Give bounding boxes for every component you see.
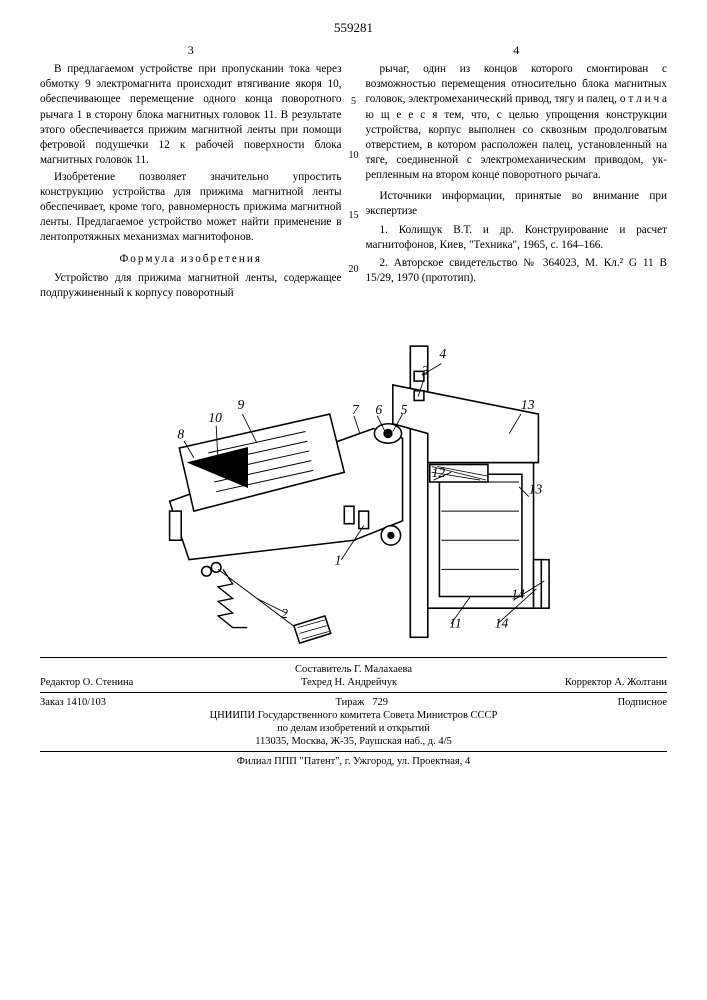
editor-label: Редактор (40, 677, 80, 688)
order-num: 1410/103 (66, 697, 106, 708)
para-l3: Устройство для прижима магнитной ленты, … (40, 271, 342, 301)
source-1: 1. Колищук В.Т. и др. Конструирование и … (366, 223, 668, 253)
page-num-left: 3 (40, 42, 342, 58)
line-marker-5: 5 (347, 96, 361, 107)
figure-label-14: 14 (494, 615, 508, 630)
patent-figure: 12345678910111213131414 (94, 317, 614, 647)
figure-label-11: 11 (449, 615, 462, 630)
figure-label-5: 5 (400, 402, 407, 417)
figure-label-1: 1 (334, 552, 341, 567)
figure-label-13: 13 (528, 481, 542, 496)
print-shop: Филиал ППП "Патент", г. Ужгород, ул. Про… (40, 756, 667, 767)
corrector-name: А. Жолтани (614, 677, 667, 688)
source-2: 2. Авторское свидетельство № 364023, М. … (366, 256, 668, 286)
document-number: 559281 (40, 20, 667, 36)
para-r1: рычаг, один из концов которого смонтиров… (366, 62, 668, 183)
footer-block: Составитель Г. Малахаева Редактор О. Сте… (40, 657, 667, 767)
editor-name: О. Стенина (83, 677, 133, 688)
composer-label: Составитель (295, 664, 351, 675)
org-address: 113035, Москва, Ж-35, Раушская наб., д. … (40, 736, 667, 747)
formula-title: Формула изобретения (40, 252, 342, 267)
figure-label-14: 14 (511, 586, 525, 601)
figure-label-13: 13 (520, 397, 534, 412)
figure-label-8: 8 (177, 426, 184, 441)
figure-label-3: 3 (420, 363, 428, 378)
page-num-right: 4 (366, 42, 668, 58)
left-column: 3 В предлагаемом устройстве при пропуска… (40, 42, 342, 303)
figure-label-12: 12 (431, 465, 445, 480)
org-line-1: ЦНИИПИ Государственного комитета Совета … (40, 710, 667, 721)
figure-label-10: 10 (208, 410, 222, 425)
techred-label: Техред (301, 677, 332, 688)
figure-label-6: 6 (375, 402, 382, 417)
line-marker-10: 10 (347, 150, 361, 161)
figure-label-7: 7 (352, 402, 360, 417)
figure-label-4: 4 (439, 346, 446, 361)
figure-label-9: 9 (237, 397, 244, 412)
techred-name: Н. Андрейчук (335, 677, 398, 688)
org-line-2: по делам изобретений и открытий (40, 723, 667, 734)
sources-title: Источники информации, принятые во вниман… (366, 189, 668, 219)
right-column: 4 рычаг, один из концов которого смонтир… (366, 42, 668, 303)
composer-name: Г. Малахаева (354, 664, 412, 675)
para-l2: Изобретение позволяет значительно упрост… (40, 170, 342, 246)
order-label: Заказ (40, 697, 64, 708)
corrector-label: Корректор (565, 677, 612, 688)
figure-label-2: 2 (281, 606, 288, 621)
para-l1: В предлагаемом устройстве при пропускани… (40, 62, 342, 168)
subscription: Подписное (618, 697, 667, 708)
line-marker-15: 15 (347, 210, 361, 221)
tirazh-label: Тираж (335, 697, 364, 708)
line-marker-20: 20 (347, 264, 361, 275)
tirazh-num: 729 (372, 697, 388, 708)
